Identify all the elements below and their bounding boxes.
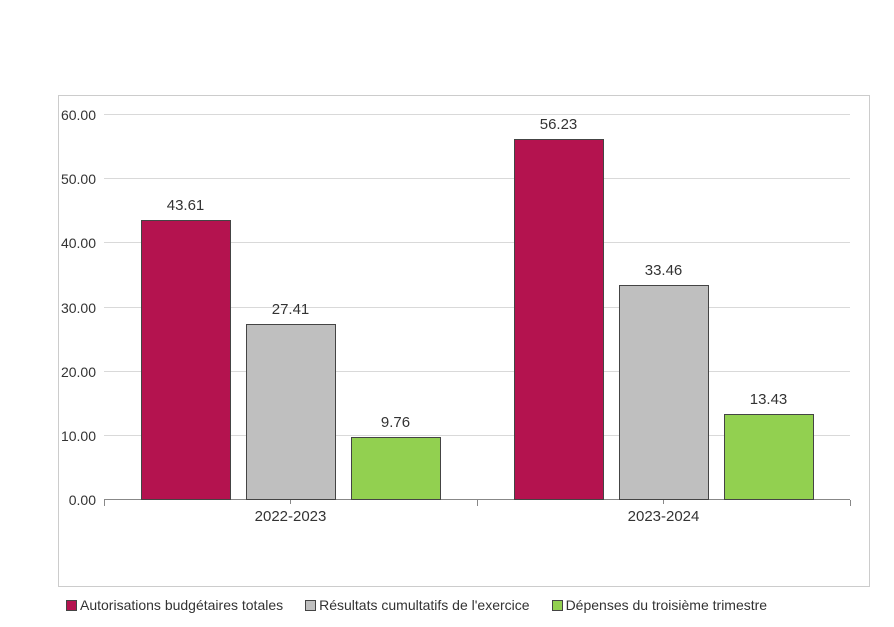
- xtick-major: [477, 500, 478, 506]
- bar-value-label: 9.76: [381, 414, 410, 431]
- bar: [724, 414, 814, 500]
- bar: [246, 324, 336, 500]
- gridline: [104, 178, 850, 179]
- legend: Autorisations budgétaires totales Résulta…: [66, 591, 886, 619]
- bar-value-label: 13.43: [750, 391, 788, 408]
- plot-area: 0.0010.0020.0030.0040.0050.0060.002022-2…: [104, 115, 850, 500]
- legend-label: Résultats cumultatifs de l'exercice: [319, 597, 529, 613]
- bar-value-label: 27.41: [272, 301, 310, 318]
- legend-swatch: [552, 600, 563, 611]
- ytick-label: 20.00: [61, 364, 96, 380]
- legend-swatch: [305, 600, 316, 611]
- bar: [619, 285, 709, 500]
- gridline: [104, 114, 850, 115]
- legend-label: Dépenses du troisième trimestre: [566, 597, 768, 613]
- legend-item: Résultats cumultatifs de l'exercice: [305, 597, 529, 613]
- legend-swatch: [66, 600, 77, 611]
- legend-item: Autorisations budgétaires totales: [66, 597, 283, 613]
- xtick-minor: [290, 500, 291, 504]
- legend-label: Autorisations budgétaires totales: [80, 597, 283, 613]
- ytick-label: 60.00: [61, 107, 96, 123]
- category-label: 2023-2024: [628, 508, 700, 525]
- bar-value-label: 56.23: [540, 116, 578, 133]
- chart-container: 0.00 10.00 20.00 30.00 40.00 50.00 60.00 2022-2…: [0, 0, 894, 627]
- legend-item: Dépenses du troisième trimestre: [552, 597, 768, 613]
- ytick-label: 10.00: [61, 428, 96, 444]
- bar-value-label: 33.46: [645, 262, 683, 279]
- xtick-major: [104, 500, 105, 506]
- ytick-label: 50.00: [61, 171, 96, 187]
- xtick-minor: [663, 500, 664, 504]
- xtick-major: [850, 500, 851, 506]
- ytick-label: 0.00: [69, 492, 96, 508]
- category-label: 2022-2023: [255, 508, 327, 525]
- ytick-label: 40.00: [61, 235, 96, 251]
- bar: [141, 220, 231, 500]
- ytick-label: 30.00: [61, 300, 96, 316]
- bar: [514, 139, 604, 500]
- bar: [351, 437, 441, 500]
- bar-value-label: 43.61: [167, 197, 205, 214]
